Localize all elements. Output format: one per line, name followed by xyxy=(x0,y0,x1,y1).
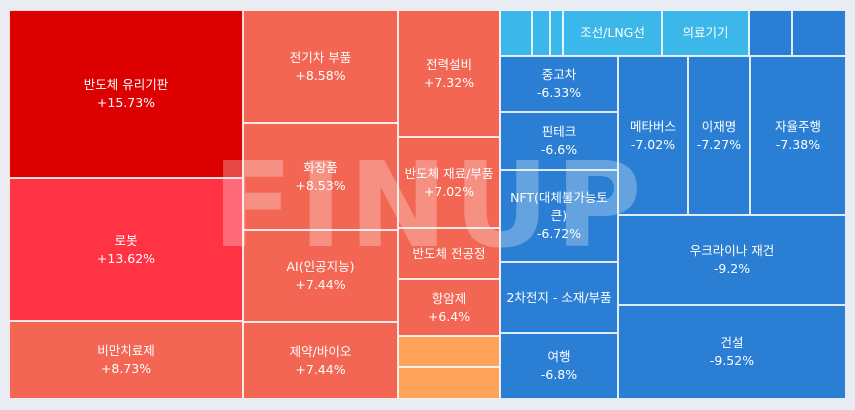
tile-value: +6.4% xyxy=(427,308,471,324)
treemap-tile[interactable]: 중고차 -6.33% xyxy=(500,56,618,112)
treemap-tile[interactable] xyxy=(749,10,792,56)
treemap-tile[interactable]: 항암제 +6.4% xyxy=(398,279,500,336)
tile-name: 항암제 xyxy=(431,290,467,306)
tile-value: +8.73% xyxy=(100,361,152,376)
treemap-tile[interactable] xyxy=(398,336,500,367)
treemap-tile[interactable]: 의료기기 xyxy=(662,10,749,56)
treemap-tile[interactable] xyxy=(550,10,563,56)
tile-name: 건설 xyxy=(720,335,744,350)
tile-value: +7.44% xyxy=(295,277,346,292)
treemap-tile[interactable]: NFT(대체불가능토큰) -6.72% xyxy=(500,170,618,262)
treemap-tile[interactable]: 조선/LNG선 xyxy=(563,10,662,56)
treemap-tile[interactable]: 2차전지 - 소재/부품 xyxy=(500,262,618,333)
treemap-tile[interactable]: 이재명 -7.27% xyxy=(688,56,750,215)
treemap-tile[interactable] xyxy=(532,10,550,56)
treemap-tile[interactable]: 자율주행 -7.38% xyxy=(750,56,846,215)
tile-name: 비만치료제 xyxy=(97,343,155,358)
tile-name: 의료기기 xyxy=(682,25,729,40)
treemap-tile[interactable]: 제약/바이오 +7.44% xyxy=(243,322,398,399)
treemap-tile[interactable]: 건설 -9.52% xyxy=(618,305,846,399)
tile-name: 2차전지 - 소재/부품 xyxy=(506,289,612,305)
tile-value: +13.62% xyxy=(96,250,156,266)
tile-value: +15.73% xyxy=(96,95,156,110)
tile-value: -6.6% xyxy=(540,142,578,157)
treemap-tile[interactable]: 핀테크 -6.6% xyxy=(500,112,618,170)
tile-value: +8.53% xyxy=(295,177,346,193)
tile-name: 제약/바이오 xyxy=(289,343,352,359)
tile-name: 반도체 재료/부품 xyxy=(404,165,494,181)
treemap-tile[interactable] xyxy=(398,367,500,399)
tile-name: NFT(대체불가능토큰) xyxy=(510,190,608,223)
treemap-tile[interactable] xyxy=(792,10,846,56)
tile-value: +7.32% xyxy=(423,74,475,90)
tile-value: -6.33% xyxy=(536,85,582,100)
tile-value: -7.02% xyxy=(630,136,676,152)
treemap-tile[interactable]: AI(인공지능) +7.44% xyxy=(243,230,398,322)
tile-name: 자율주행 xyxy=(774,118,821,134)
treemap-tile[interactable]: 화장품 +8.53% xyxy=(243,123,398,230)
treemap-tile[interactable]: 전력설비 +7.32% xyxy=(398,10,500,137)
tile-value: -7.27% xyxy=(696,136,742,152)
tile-value: -6.8% xyxy=(540,367,578,382)
treemap-tile[interactable]: 여행 -6.8% xyxy=(500,333,618,399)
tile-name: 전력설비 xyxy=(425,56,472,72)
tile-name: 반도체 유리기판 xyxy=(83,77,169,92)
tile-name: AI(인공지능) xyxy=(286,259,355,274)
tile-value: -9.52% xyxy=(709,353,755,368)
treemap-tile[interactable]: 반도체 재료/부품 +7.02% xyxy=(398,137,500,228)
tile-name: 여행 xyxy=(547,349,571,364)
treemap-tile[interactable]: 비만치료제 +8.73% xyxy=(9,321,243,399)
tile-name: 이재명 xyxy=(701,118,737,134)
tile-name: 중고차 xyxy=(541,67,577,82)
treemap-tile[interactable]: 로봇 +13.62% xyxy=(9,178,243,321)
tile-value: -6.72% xyxy=(536,226,582,241)
tile-value: -9.2% xyxy=(713,261,751,276)
tile-value: +7.44% xyxy=(295,361,346,377)
tile-name: 핀테크 xyxy=(541,124,577,139)
tile-value: +8.58% xyxy=(295,67,346,83)
treemap-tile[interactable]: 메타버스 -7.02% xyxy=(618,56,688,215)
treemap-tile[interactable]: 반도체 유리기판 +15.73% xyxy=(9,10,243,178)
tile-name: 메타버스 xyxy=(629,118,676,134)
treemap-tile[interactable]: 반도체 전공정 xyxy=(398,228,500,279)
tile-name: 로봇 xyxy=(114,232,138,248)
tile-name: 전기차 부품 xyxy=(289,49,352,65)
tile-value: -7.38% xyxy=(775,136,821,152)
tile-value: +7.02% xyxy=(423,183,475,199)
tile-name: 우크라이나 재건 xyxy=(689,243,775,258)
treemap-tile[interactable]: 전기차 부품 +8.58% xyxy=(243,10,398,123)
tile-name: 반도체 전공정 xyxy=(412,245,486,261)
tile-name: 화장품 xyxy=(303,159,338,175)
treemap-tile[interactable] xyxy=(500,10,532,56)
tile-name: 조선/LNG선 xyxy=(580,25,645,40)
treemap-tile[interactable]: 우크라이나 재건 -9.2% xyxy=(618,215,846,305)
